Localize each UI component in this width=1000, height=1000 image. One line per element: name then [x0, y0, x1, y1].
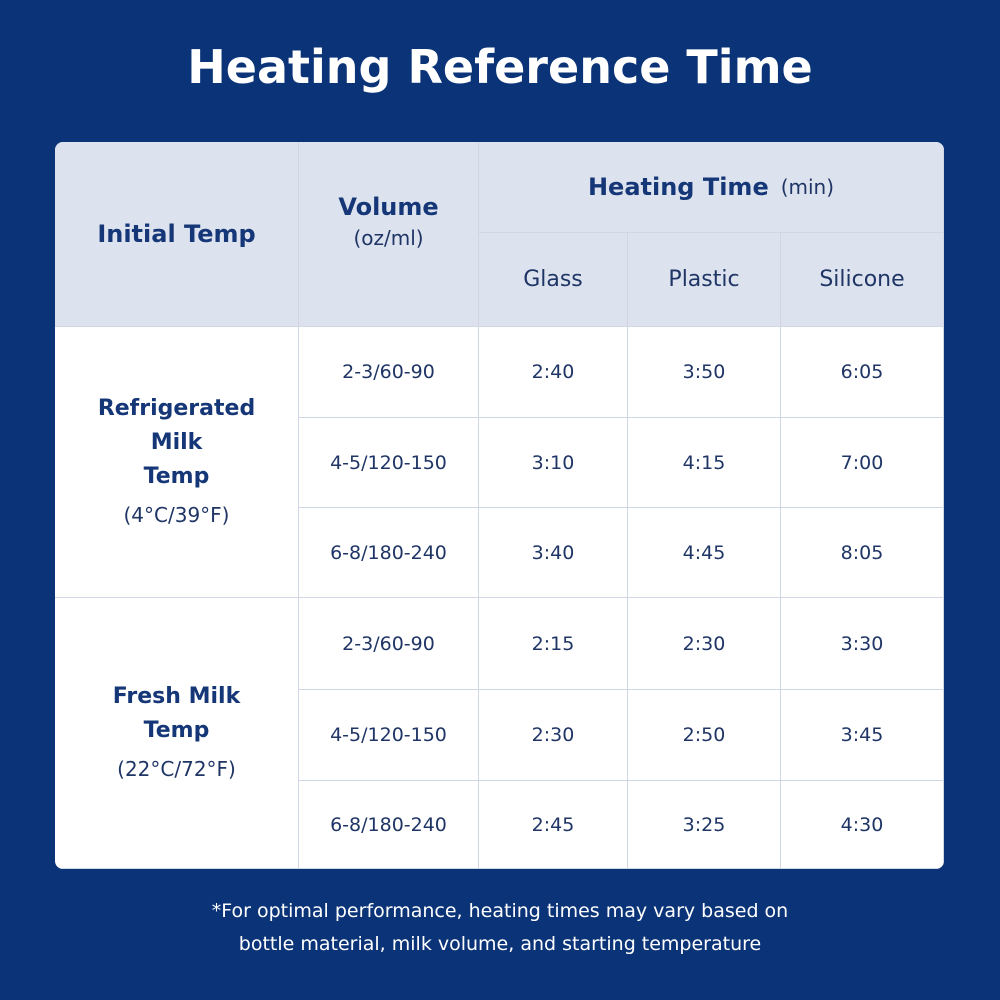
data-cell: 2:30 — [479, 690, 628, 781]
data-cell: 4:30 — [781, 781, 944, 869]
data-cell: 2:45 — [479, 781, 628, 869]
data-cell: 2-3/60-90 — [299, 327, 479, 418]
volume: 6-8/180-240 — [330, 813, 447, 836]
time: 4:30 — [840, 813, 884, 836]
time: 2:40 — [531, 361, 575, 383]
data-cell: 6-8/180-240 — [299, 781, 479, 869]
data-cell: 4:15 — [628, 418, 781, 508]
data-cell: 4-5/120-150 — [299, 690, 479, 781]
data-cell: 4:45 — [628, 508, 781, 598]
data-cell: 3:25 — [628, 781, 781, 869]
data-cell: 8:05 — [781, 508, 944, 598]
time: 2:50 — [682, 724, 726, 746]
title: Heating Reference Time — [187, 40, 813, 94]
group-label: Temp — [143, 718, 210, 743]
data-cell: 4-5/120-150 — [299, 418, 479, 508]
data-cell: 3:40 — [479, 508, 628, 598]
data-cell: 2:40 — [479, 327, 628, 418]
time: 3:10 — [531, 451, 575, 474]
footnote: *For optimal performance, heating times … — [0, 895, 1000, 961]
time: 3:50 — [682, 361, 726, 383]
header-cell: Plastic — [628, 233, 781, 327]
data-cell: 6:05 — [781, 327, 944, 418]
volume: 2-3/60-90 — [342, 632, 435, 655]
time: 4:45 — [682, 541, 726, 564]
data-cell: 2-3/60-90 — [299, 598, 479, 690]
data-cell: 2:50 — [628, 690, 781, 781]
data-cell: 7:00 — [781, 418, 944, 508]
time: 2:30 — [531, 724, 575, 746]
footnote-line: bottle material, milk volume, and starti… — [238, 933, 762, 955]
time: 3:25 — [682, 813, 726, 836]
time: 3:45 — [840, 724, 884, 746]
time: 2:45 — [531, 813, 575, 836]
footnote-line: *For optimal performance, heating times … — [211, 900, 789, 922]
header-cell: Volume (oz/ml) — [299, 142, 479, 327]
time: 7:00 — [840, 451, 884, 474]
header-cell: Glass — [479, 233, 628, 327]
time: 2:30 — [682, 632, 726, 655]
data-cell: 3:50 — [628, 327, 781, 418]
volume: 4-5/120-150 — [330, 451, 447, 474]
data-cell: 2:30 — [628, 598, 781, 690]
header-cell: Silicone — [781, 233, 944, 327]
header-text: Glass — [523, 266, 583, 292]
table: Initial Temp Volume (oz/ml) Heating Time (mi… — [55, 142, 944, 869]
group-label: Refrigerated — [97, 396, 256, 421]
header-unit: (oz/ml) — [353, 226, 424, 250]
data-cell: 3:45 — [781, 690, 944, 781]
header-text: Volume — [338, 193, 439, 221]
volume: 2-3/60-90 — [342, 361, 435, 383]
group-temp: (4°C/39°F) — [123, 503, 230, 527]
header-cell: Initial Temp — [55, 142, 299, 327]
time: 4:15 — [682, 451, 726, 474]
data-cell: 6-8/180-240 — [299, 508, 479, 598]
header-text: Silicone — [819, 266, 905, 292]
time: 3:30 — [840, 632, 884, 655]
group-temp: (22°C/72°F) — [117, 757, 236, 781]
header-text: Heating Time — [587, 173, 769, 201]
data-cell: 3:30 — [781, 598, 944, 690]
volume: 4-5/120-150 — [330, 724, 447, 746]
group-cell: Fresh Milk Temp (22°C/72°F) — [55, 598, 299, 869]
data-cell: 2:15 — [479, 598, 628, 690]
group-label: Milk — [150, 430, 203, 455]
time: 6:05 — [840, 361, 884, 383]
group-cell: Refrigerated Milk Temp (4°C/39°F) — [55, 327, 299, 598]
group-label: Fresh Milk — [112, 684, 241, 709]
header-text: Plastic — [668, 266, 740, 292]
header-unit: (min) — [780, 175, 835, 199]
group-label: Temp — [143, 464, 210, 489]
header-text: Initial Temp — [97, 220, 256, 248]
time: 2:15 — [531, 632, 575, 655]
time: 8:05 — [840, 541, 884, 564]
header-cell: Heating Time (min) — [479, 142, 944, 233]
volume: 6-8/180-240 — [330, 541, 447, 564]
data-cell: 3:10 — [479, 418, 628, 508]
time: 3:40 — [531, 541, 575, 564]
